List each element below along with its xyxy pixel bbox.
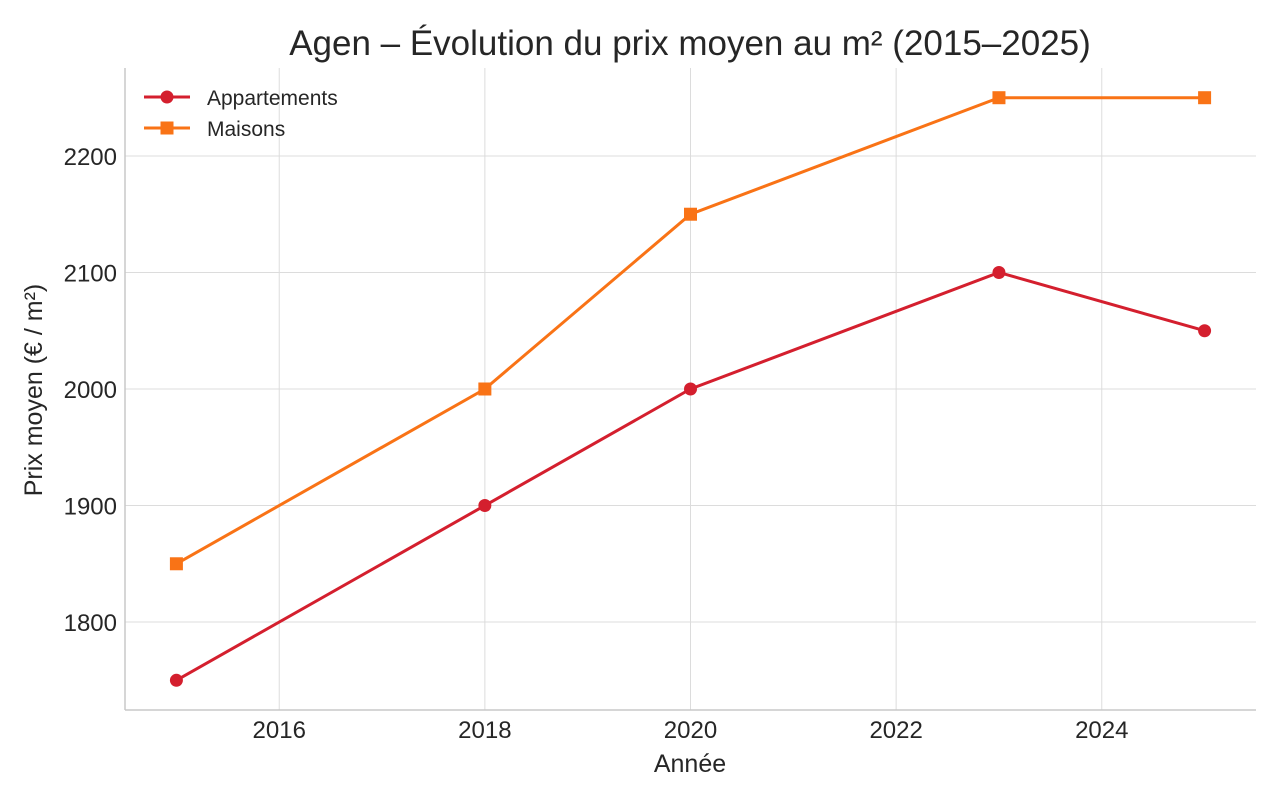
x-tick-label: 2024: [1075, 717, 1128, 744]
y-tick-label: 1800: [64, 610, 117, 637]
data-point-appartements: [992, 265, 1006, 279]
legend: Appartements Maisons: [144, 87, 338, 141]
series-layer: [169, 91, 1212, 687]
data-point-appartements: [169, 673, 183, 687]
x-axis-label: Année: [654, 750, 726, 778]
y-axis-label: Prix moyen (€ / m²): [20, 284, 48, 497]
legend-label-appartements: Appartements: [207, 87, 338, 110]
legend-marker-appartements: [160, 90, 174, 104]
x-tick-label: 2016: [253, 717, 306, 744]
data-point-appartements: [684, 382, 697, 396]
chart-title: Agen – Évolution du prix moyen au m² (20…: [289, 24, 1091, 63]
data-point-maisons: [992, 91, 1006, 105]
y-tick-label: 2200: [64, 144, 117, 171]
data-point-maisons: [478, 382, 492, 396]
legend-label-maisons: Maisons: [207, 118, 285, 141]
y-tick-label: 2000: [64, 377, 117, 404]
x-tick-label: 2020: [664, 717, 717, 744]
data-point-maisons: [684, 207, 697, 221]
tick-labels: 2016 2018 2020 2022 2024 1800 1900 2000 2100 2200: [64, 144, 1129, 744]
x-tick-label: 2022: [869, 717, 922, 744]
grid: [125, 68, 1256, 710]
data-point-maisons: [169, 557, 183, 571]
y-tick-label: 2100: [64, 260, 117, 287]
data-point-appartements: [1198, 324, 1212, 338]
y-tick-label: 1900: [64, 494, 117, 521]
x-tick-label: 2018: [458, 717, 511, 744]
data-point-appartements: [478, 499, 492, 513]
data-point-maisons: [1198, 91, 1212, 105]
legend-marker-maisons: [160, 121, 174, 135]
